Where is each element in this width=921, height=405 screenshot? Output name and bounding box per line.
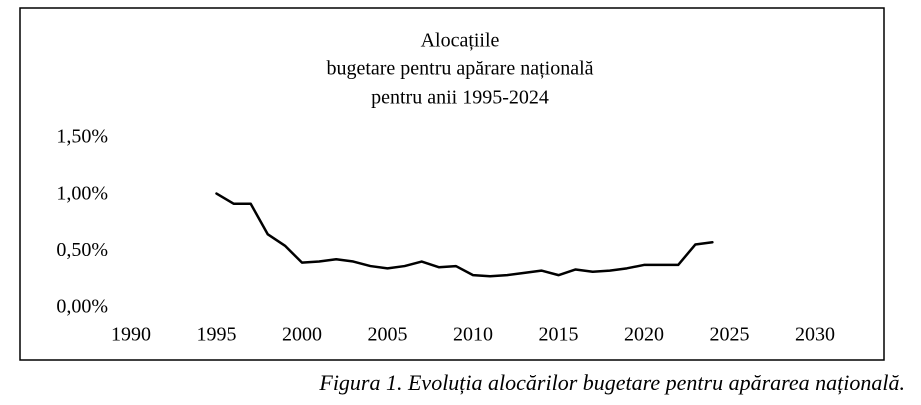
x-tick-label: 2010 bbox=[453, 324, 493, 346]
chart-frame bbox=[19, 7, 885, 361]
x-tick-label: 2020 bbox=[624, 324, 664, 346]
y-tick-label: 1,00% bbox=[56, 182, 108, 204]
x-tick-label: 1995 bbox=[197, 324, 237, 346]
x-tick-label: 1990 bbox=[111, 324, 151, 346]
x-tick-label: 2030 bbox=[795, 324, 835, 346]
chart-title: Alocațiile bbox=[421, 30, 500, 52]
y-tick-label: 1,50% bbox=[56, 126, 108, 148]
x-tick-label: 2025 bbox=[710, 324, 750, 346]
chart-title: bugetare pentru apărare națională bbox=[326, 58, 593, 80]
x-tick-label: 2005 bbox=[368, 324, 408, 346]
x-tick-label: 2000 bbox=[282, 324, 322, 346]
y-tick-label: 0,50% bbox=[56, 239, 108, 261]
x-tick-label: 2015 bbox=[539, 324, 579, 346]
data-line bbox=[215, 192, 714, 278]
chart-title: pentru anii 1995-2024 bbox=[371, 87, 549, 109]
caption: Figura 1. Evoluția alocărilor bugetare p… bbox=[318, 370, 905, 395]
y-tick-label: 0,00% bbox=[56, 296, 108, 318]
